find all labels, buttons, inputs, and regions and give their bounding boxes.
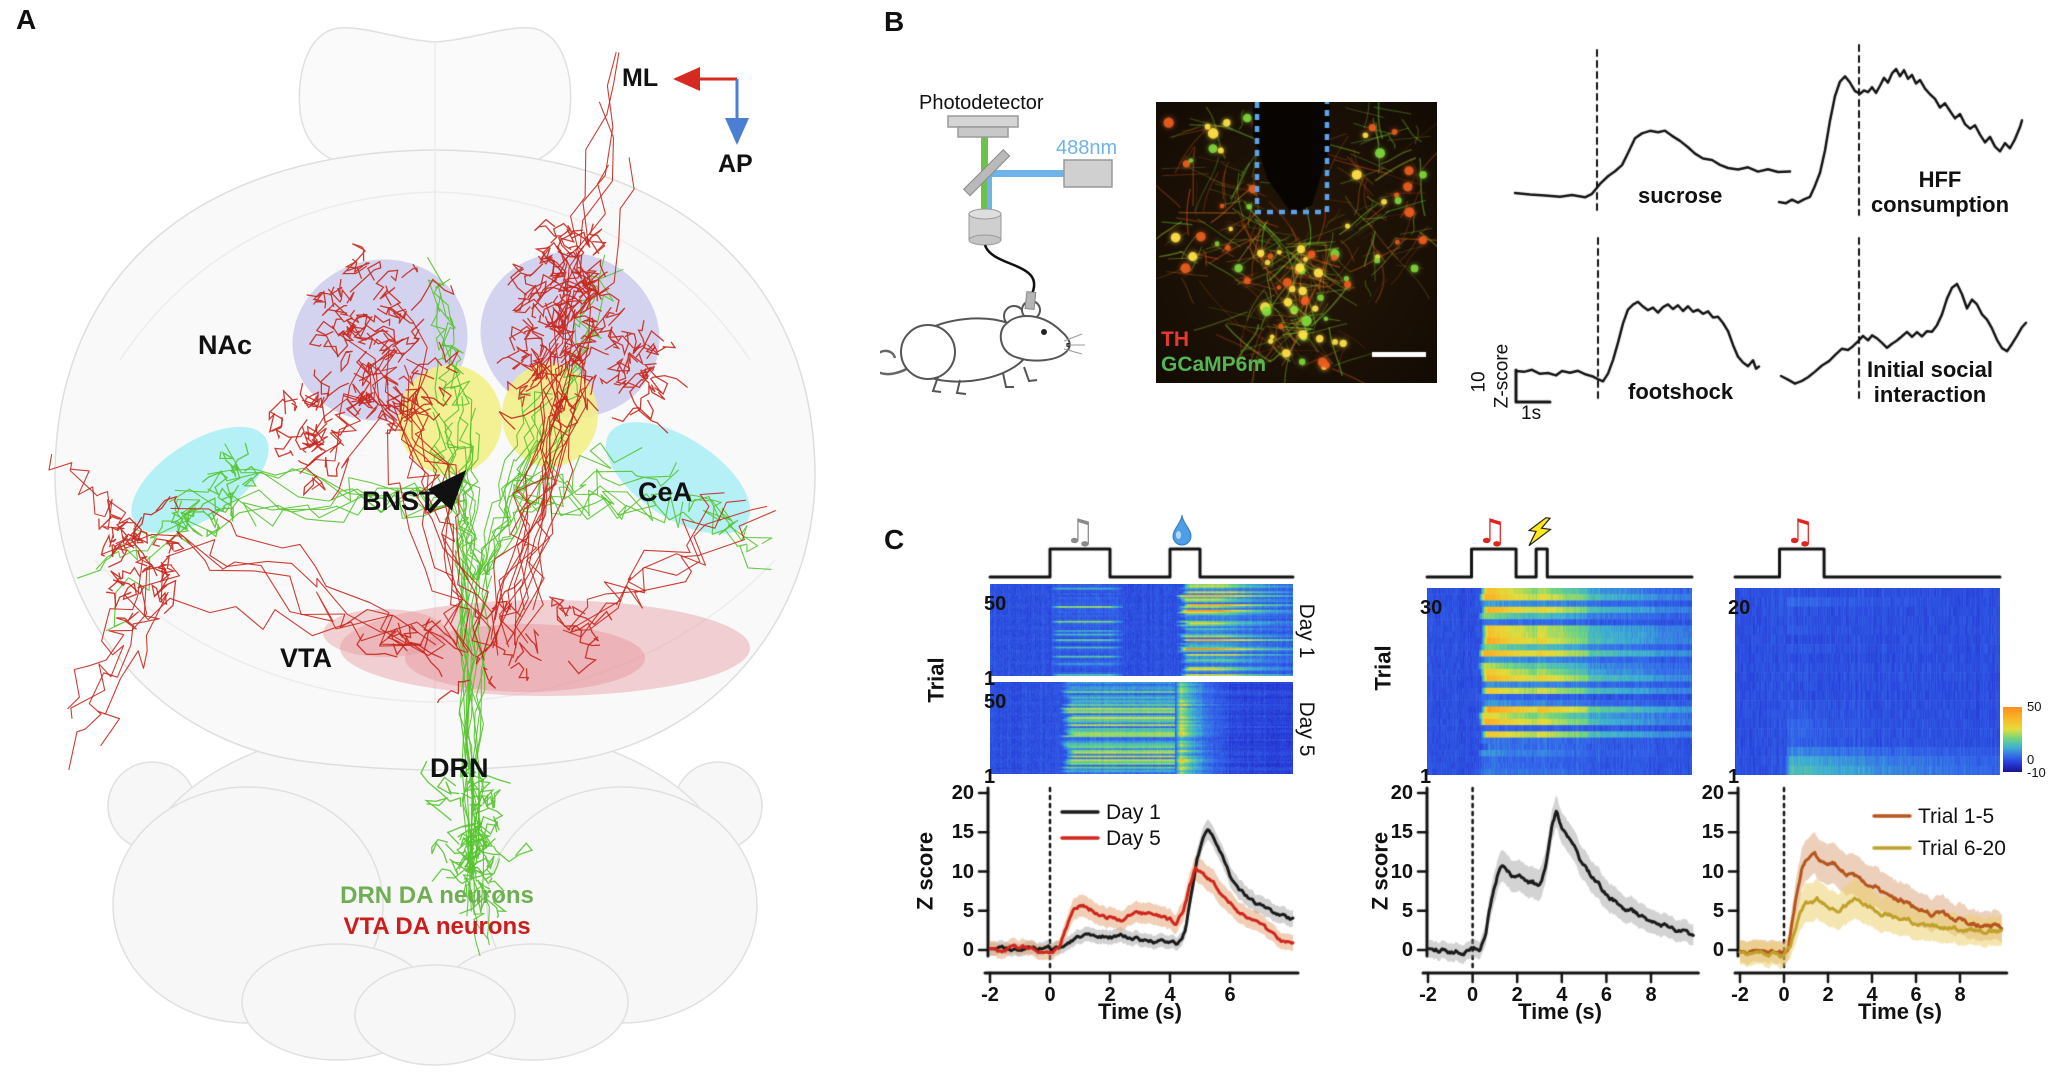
- x-tick-label: -2: [981, 984, 999, 1006]
- x-tick-label: -2: [1731, 984, 1749, 1006]
- x-tick-label: 4: [1164, 984, 1176, 1006]
- x-tick-label: 6: [1910, 984, 1922, 1006]
- x-tick-label: 8: [1954, 984, 1966, 1006]
- excitation-beam-horizontal: [990, 170, 1066, 177]
- photodetector-label: Photodetector: [919, 92, 1044, 114]
- hm-day1-bottom-tick: 1: [984, 668, 996, 690]
- trial-axis-label-1: Trial: [923, 657, 949, 703]
- y-tick-label: 15: [1701, 821, 1724, 844]
- legend-day5: Day 5: [1106, 827, 1161, 850]
- legend-drn-neurons: DRN DA neurons: [340, 882, 534, 909]
- hm-day5-bottom-tick: 1: [984, 766, 996, 788]
- heatmap-day1-canvas: [990, 584, 1293, 676]
- y-tick-label: 20: [1390, 781, 1413, 804]
- drn-label: DRN: [430, 753, 489, 783]
- colorbar-tick-min: -10: [2027, 765, 2046, 780]
- x-tick-label: 2: [1511, 984, 1523, 1006]
- mouse-drawing: [880, 291, 1085, 395]
- trace-label-footshock: footshock: [1628, 379, 1734, 404]
- x-tick-label: 0: [1467, 984, 1479, 1006]
- y-tick-label: 15: [951, 821, 974, 844]
- x-tick-label: 4: [1866, 984, 1878, 1006]
- heatmap-shock-canvas: [1427, 588, 1692, 775]
- y-tick-label: 5: [1712, 899, 1724, 922]
- legend-trial-6-20: Trial 6-20: [1918, 837, 2006, 860]
- legend-vta-neurons: VTA DA neurons: [343, 913, 531, 940]
- zscore-axis-label-2: Z score: [1367, 831, 1393, 911]
- trace-label-sucrose: sucrose: [1638, 183, 1723, 208]
- panel-c-label: C: [884, 524, 905, 555]
- vta-label: VTA: [280, 643, 332, 673]
- y-tick-label: 5: [962, 899, 974, 922]
- bnst-label: BNST: [362, 486, 436, 516]
- y-tick-label: 15: [1390, 821, 1413, 844]
- x-tick-label: 6: [1224, 984, 1236, 1006]
- micrograph-image: [1156, 102, 1437, 383]
- nac-label: NAc: [198, 330, 253, 360]
- optical-fiber: [983, 244, 1036, 297]
- laser-box: [1063, 159, 1113, 188]
- scalebar-time-label: 1s: [1521, 403, 1542, 424]
- colorbar-tick-max: 50: [2027, 699, 2042, 714]
- heatmap-toneonly-canvas: [1735, 588, 2000, 775]
- hm-day5-top-tick: 50: [984, 691, 1007, 713]
- trace-label-hff: HFF consumption: [1870, 167, 2010, 217]
- panel-b-label: B: [884, 6, 905, 37]
- ml-axis-label: ML: [622, 64, 659, 92]
- y-tick-label: 20: [1701, 781, 1724, 804]
- x-tick-label: 6: [1600, 984, 1612, 1006]
- hm-shock-top-tick: 30: [1420, 597, 1443, 619]
- water-drop-icon: [1172, 514, 1192, 546]
- x-tick-label: -2: [1419, 984, 1437, 1006]
- legend-trial-1-5: Trial 1-5: [1918, 805, 1995, 828]
- y-tick-label: 20: [951, 781, 974, 804]
- scalebar-z-label: Z-score: [1491, 343, 1513, 409]
- zscore-axis-label-1: Z score: [912, 831, 938, 911]
- excitation-beam-vertical: [987, 175, 992, 213]
- x-tick-label: 2: [1104, 984, 1116, 1006]
- lightning-bolt-icon: [1527, 517, 1552, 547]
- ap-axis-label: AP: [718, 150, 753, 178]
- implant-ferrule: [1024, 291, 1037, 311]
- trial-axis-label-2: Trial: [1370, 645, 1396, 691]
- scalebar-z-value: 10: [1468, 371, 1490, 393]
- tone-icon-gray: ♫: [1064, 512, 1096, 552]
- hm-tone-bottom-tick: 1: [1728, 766, 1740, 788]
- tone-icon-red-shock: ♫: [1476, 512, 1508, 552]
- stain-th-label: TH: [1161, 328, 1189, 351]
- heatmap-day5-canvas: [990, 682, 1293, 774]
- hm-day1-top-tick: 50: [984, 593, 1007, 615]
- day5-side-label: Day 5: [1294, 701, 1318, 757]
- y-tick-label: 10: [1390, 860, 1413, 883]
- laser-wavelength-label: 488nm: [1056, 137, 1118, 159]
- y-tick-label: 0: [1401, 938, 1413, 961]
- y-tick-label: 0: [1712, 938, 1724, 961]
- y-tick-label: 0: [962, 938, 974, 961]
- panel-a-label: A: [16, 4, 37, 35]
- cea-label: CeA: [638, 477, 693, 507]
- stain-gcamp-label: GCaMP6m: [1161, 353, 1267, 376]
- x-tick-label: 0: [1778, 984, 1790, 1006]
- tone-icon-red-only: ♫: [1784, 512, 1816, 552]
- hm-tone-top-tick: 20: [1728, 597, 1751, 619]
- day1-side-label: Day 1: [1294, 603, 1318, 659]
- x-tick-label: 2: [1822, 984, 1834, 1006]
- y-tick-label: 10: [1701, 860, 1724, 883]
- y-tick-label: 5: [1401, 899, 1413, 922]
- objective-lens: [968, 208, 1002, 246]
- x-tick-label: 0: [1044, 984, 1056, 1006]
- legend-day1: Day 1: [1106, 801, 1161, 824]
- photodetector-box: [947, 115, 1019, 138]
- hm-shock-bottom-tick: 1: [1420, 766, 1432, 788]
- trace-label-social: Initial social interaction: [1867, 357, 1993, 407]
- mouse-eye: [1041, 329, 1047, 335]
- mouse-head: [999, 314, 1071, 362]
- x-tick-label: 4: [1556, 984, 1568, 1006]
- y-tick-label: 10: [951, 860, 974, 883]
- x-tick-label: 8: [1645, 984, 1657, 1006]
- colorbar: [2003, 707, 2022, 772]
